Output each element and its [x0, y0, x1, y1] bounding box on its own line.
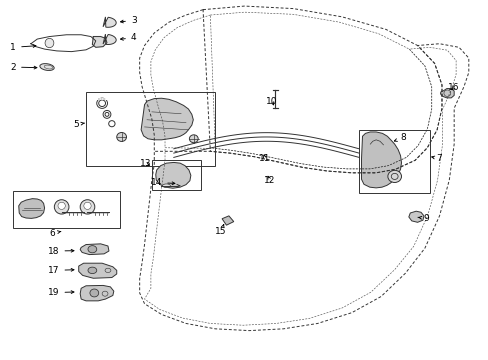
Ellipse shape [162, 184, 170, 188]
Text: 13: 13 [140, 159, 151, 168]
Ellipse shape [54, 200, 69, 214]
Polygon shape [440, 89, 453, 98]
Polygon shape [141, 98, 193, 140]
Text: 6: 6 [49, 229, 61, 238]
Text: 11: 11 [259, 154, 270, 163]
Ellipse shape [90, 289, 99, 297]
Text: 10: 10 [266, 97, 277, 106]
Polygon shape [103, 34, 116, 45]
Polygon shape [103, 17, 116, 27]
Ellipse shape [117, 132, 126, 141]
Text: 9: 9 [417, 214, 428, 223]
Ellipse shape [189, 135, 198, 143]
Polygon shape [361, 132, 401, 188]
Text: 12: 12 [264, 176, 275, 185]
Polygon shape [92, 37, 107, 47]
Text: 15: 15 [215, 225, 226, 237]
Text: 14: 14 [151, 178, 175, 187]
Ellipse shape [88, 267, 97, 274]
Text: 2: 2 [10, 63, 37, 72]
Polygon shape [80, 285, 114, 301]
Text: 7: 7 [431, 154, 441, 163]
Ellipse shape [80, 200, 95, 214]
Polygon shape [222, 216, 233, 225]
Polygon shape [156, 162, 190, 188]
Text: 8: 8 [393, 133, 406, 142]
Text: 5: 5 [73, 120, 84, 129]
Ellipse shape [83, 202, 91, 210]
Text: 16: 16 [447, 83, 459, 92]
Ellipse shape [88, 246, 97, 253]
Polygon shape [79, 263, 117, 278]
Polygon shape [408, 211, 423, 222]
Text: 4: 4 [120, 33, 136, 42]
Text: 18: 18 [48, 247, 74, 256]
Text: 1: 1 [10, 43, 36, 52]
Text: 17: 17 [48, 266, 74, 275]
Polygon shape [19, 199, 44, 219]
Ellipse shape [40, 64, 54, 71]
Ellipse shape [58, 202, 65, 210]
Text: 3: 3 [120, 16, 136, 25]
Text: 19: 19 [48, 288, 74, 297]
Polygon shape [80, 244, 109, 255]
Ellipse shape [45, 39, 54, 48]
Ellipse shape [387, 170, 401, 183]
